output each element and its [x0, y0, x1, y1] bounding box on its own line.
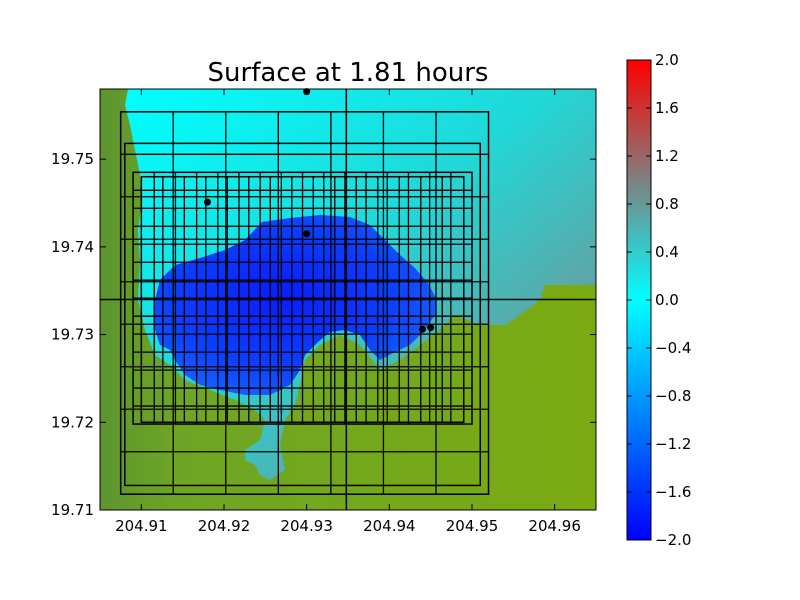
y-tick-label: 19.71 — [51, 501, 94, 519]
y-tick-label: 19.74 — [51, 238, 94, 256]
colorbar-tick-label: 2.0 — [655, 51, 679, 69]
axes-frame — [99, 88, 597, 511]
x-tick-label: 204.96 — [528, 517, 581, 535]
gauge-point — [303, 230, 311, 238]
x-tick-label: 204.91 — [115, 517, 168, 535]
gauge-markers — [203, 88, 435, 333]
crosshair-lines — [100, 89, 596, 510]
x-tick-label: 204.93 — [280, 517, 333, 535]
colorbar-tick-label: −0.4 — [655, 339, 691, 357]
y-tick-label: 19.75 — [51, 150, 94, 168]
x-tick-label: 204.94 — [363, 517, 416, 535]
colorbar-tick-label: 0.8 — [655, 195, 679, 213]
colorbar-tick-label: −1.2 — [655, 435, 691, 453]
y-tick-label: 19.73 — [51, 326, 94, 344]
colorbar: 2.0 1.6 1.2 0.8 0.4 0.0 −0.4 −0.8 −1.2 −1.6 −2.0 — [626, 51, 691, 549]
colorbar-tick-label: −1.6 — [655, 483, 691, 501]
gauge-point — [427, 324, 435, 332]
gauge-point — [418, 325, 426, 333]
y-axis: 19.71 19.72 19.73 19.74 19.75 — [51, 150, 596, 519]
colorbar-tick-label: 0.0 — [655, 291, 679, 309]
colorbar-tick-label: 1.6 — [655, 99, 679, 117]
colorbar-tick-label: −0.8 — [655, 387, 691, 405]
grid-level2-outline — [124, 142, 482, 487]
colorbar-ticks: 2.0 1.6 1.2 0.8 0.4 0.0 −0.4 −0.8 −1.2 −1.6 −2.0 — [627, 51, 691, 549]
x-tick-label: 204.95 — [446, 517, 499, 535]
grid-level1-outline — [119, 111, 490, 495]
chart-title: Surface at 1.81 hours — [208, 58, 489, 88]
y-tick-label: 19.72 — [51, 413, 94, 431]
colorbar-tick-label: 1.2 — [655, 147, 679, 165]
gauge-point — [203, 198, 211, 206]
amr-grid-lines — [119, 111, 490, 495]
x-axis: 204.91 204.92 204.93 204.94 204.95 204.96 — [115, 89, 581, 535]
x-tick-label: 204.92 — [198, 517, 251, 535]
colorbar-tick-label: 0.4 — [655, 243, 679, 261]
colorbar-tick-label: −2.0 — [655, 531, 691, 549]
